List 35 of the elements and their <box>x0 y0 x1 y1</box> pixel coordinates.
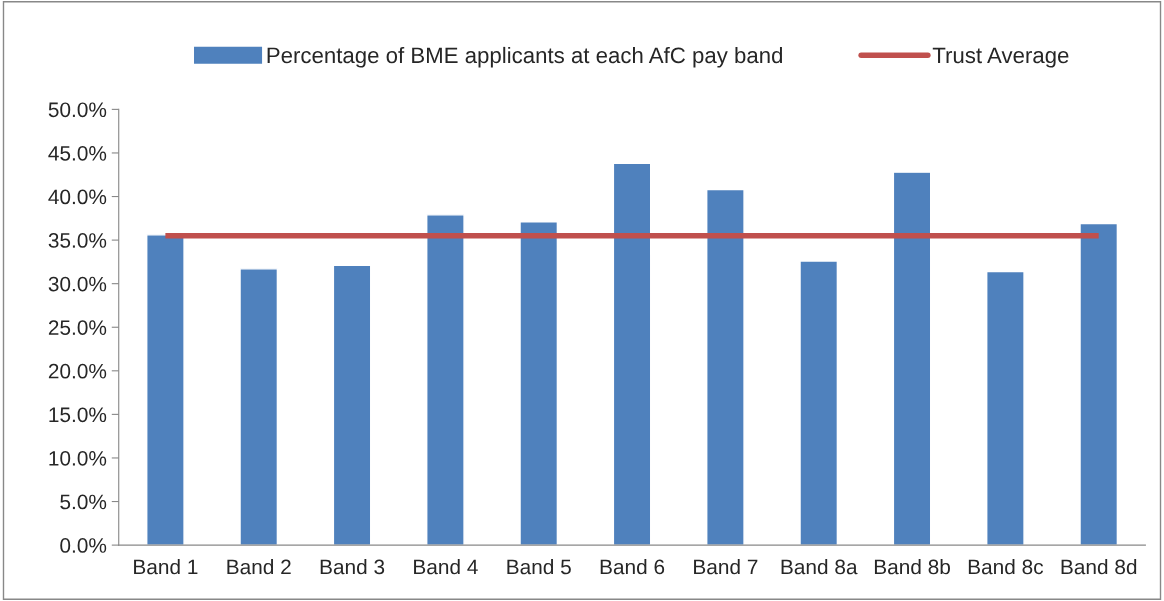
y-tick-label: 20.0% <box>48 363 107 379</box>
legend-label: Trust Average <box>932 47 1069 68</box>
x-tick-label: Band 8a <box>781 559 858 575</box>
bar <box>986 270 1025 546</box>
bar <box>146 234 185 546</box>
bar <box>1079 222 1119 546</box>
y-tick-label: 30.0% <box>48 276 107 292</box>
bar <box>799 260 839 546</box>
x-tick-label: Band 6 <box>600 559 665 575</box>
y-tick-label: 40.0% <box>48 189 107 205</box>
y-tick-label: 25.0% <box>48 320 107 335</box>
y-tick-label: 45.0% <box>48 145 107 161</box>
bar <box>519 221 559 546</box>
legend-label: Percentage of BME applicants at each AfC pay band <box>267 46 782 68</box>
y-tick-label: 35.0% <box>48 233 107 248</box>
x-tick-label: Band 5 <box>507 559 571 575</box>
x-tick-label: Band 7 <box>694 559 758 575</box>
x-tick-label: Band 2 <box>227 559 291 575</box>
bar <box>706 188 745 546</box>
y-tick-label: 50.0% <box>48 102 107 118</box>
x-tick-label: Band 1 <box>134 559 198 575</box>
y-tick-label: 5.0% <box>60 494 107 510</box>
x-tick-label: Band 8c <box>968 559 1044 575</box>
bar <box>332 264 372 546</box>
bar <box>892 171 932 546</box>
y-tick-label: 0.0% <box>60 538 107 553</box>
x-tick-label: Band 8d <box>1061 559 1137 575</box>
y-tick-label: 15.0% <box>49 407 107 423</box>
x-tick-label: Band 4 <box>414 559 478 575</box>
bar <box>239 268 279 546</box>
bar <box>612 162 652 546</box>
x-tick-label: Band 8b <box>874 559 950 575</box>
y-tick-label: 10.0% <box>49 450 107 466</box>
x-tick-label: Band 3 <box>320 559 385 575</box>
bar <box>426 214 465 546</box>
